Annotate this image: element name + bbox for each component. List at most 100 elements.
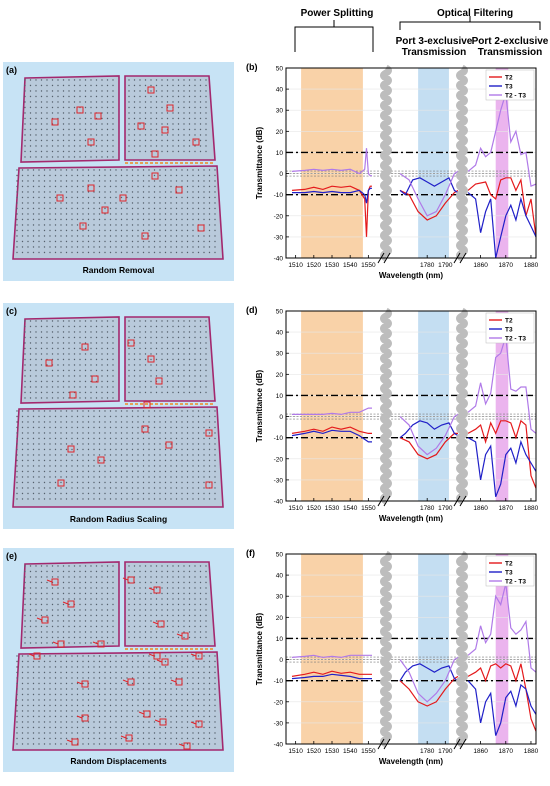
x-axis-label: Wavelength (nm) [379, 271, 443, 280]
series-line [467, 336, 537, 434]
y-tick-label: 0 [279, 657, 283, 664]
caption-c: Random Radius Scaling [69, 514, 168, 524]
power-splitting-band [301, 311, 363, 501]
defect-marker [69, 391, 77, 399]
port2-header: Port 2-exclusive Transmission [470, 36, 550, 58]
y-tick-label: -10 [274, 192, 284, 199]
x-tick-label: 1860 [473, 262, 488, 269]
x-tick-label: 1530 [325, 748, 340, 755]
y-tick-label: 20 [276, 372, 284, 379]
port3-band [418, 554, 449, 744]
series-line [399, 170, 459, 217]
displacement-arrow [120, 735, 127, 739]
y-tick-label: 50 [276, 66, 284, 73]
legend-label: T2 [505, 561, 513, 568]
legend-label: T2 - T3 [505, 579, 526, 586]
defect-marker [192, 138, 200, 146]
hole-lattice [16, 655, 216, 745]
x-tick-label: 1860 [473, 748, 488, 755]
port2-line1: Port 2-exclusive [471, 36, 549, 47]
legend-label: T2 - T3 [505, 336, 526, 343]
y-tick-label: -40 [274, 499, 284, 506]
hole-lattice [128, 565, 207, 639]
hole-lattice [16, 169, 216, 254]
displacement-arrow [154, 719, 161, 723]
series-line [399, 656, 459, 703]
x-tick-label: 1870 [499, 505, 514, 512]
y-tick-label: 10 [276, 636, 284, 643]
defect-marker [87, 184, 95, 192]
displacement-arrow [28, 653, 35, 657]
series-line [467, 437, 537, 498]
displacement-arrow [156, 659, 163, 663]
y-tick-label: 40 [276, 330, 284, 337]
defect-marker [127, 339, 135, 347]
displacement-arrow [148, 653, 155, 657]
defect-marker [97, 456, 105, 464]
plot-frame [285, 553, 537, 745]
defect-marker [127, 576, 135, 584]
x-tick-label: 1550 [361, 748, 376, 755]
crystal-slab [12, 406, 224, 508]
panel-label-a: (a) [6, 65, 17, 75]
series-line [399, 176, 459, 196]
axis-break-1 [380, 550, 392, 748]
panel-label-e: (e) [6, 551, 17, 561]
displacement-arrow [52, 641, 59, 645]
defect-marker [67, 445, 75, 453]
y-axis-label: Transmittance (dB) [255, 126, 264, 199]
defect-marker [205, 429, 213, 437]
x-tick-label: 1510 [288, 505, 303, 512]
y-tick-label: -40 [274, 256, 284, 263]
defect-marker [197, 224, 205, 232]
x-tick-label: 1550 [361, 505, 376, 512]
x-tick-label: 1540 [343, 748, 358, 755]
left-panel-e: (e) Random Displacements [3, 548, 234, 772]
crystal-slab [20, 561, 120, 649]
legend: T2 T3 T2 - T3 [485, 312, 535, 344]
displacement-arrow [46, 579, 53, 583]
panel-label-b: (b) [246, 62, 258, 72]
crystal-slab [12, 651, 224, 751]
y-tick-label: 20 [276, 615, 284, 622]
series-line [399, 663, 459, 682]
series-line [292, 187, 372, 204]
x-tick-label: 1790 [438, 505, 453, 512]
photonic-crystal-e [12, 561, 224, 751]
legend-label: T3 [505, 570, 513, 577]
axis-break-2 [456, 307, 468, 505]
x-tick-label: 1510 [288, 748, 303, 755]
x-tick-label: 1880 [524, 262, 539, 269]
defect-marker [94, 112, 102, 120]
left-panel-a: (a) Random Removal [3, 62, 234, 281]
defect-marker [161, 126, 169, 134]
defect-marker [151, 150, 159, 158]
defect-marker [57, 479, 65, 487]
x-tick-label: 1540 [343, 505, 358, 512]
displacement-arrow [122, 679, 129, 683]
x-tick-label: 1860 [473, 505, 488, 512]
y-tick-label: -30 [274, 477, 284, 484]
x-tick-label: 1780 [420, 262, 435, 269]
x-tick-label: 1790 [438, 262, 453, 269]
series-line [291, 429, 372, 443]
y-tick-label: 10 [276, 393, 284, 400]
y-tick-label: 40 [276, 573, 284, 580]
defect-marker [141, 232, 149, 240]
y-tick-label: -20 [274, 699, 284, 706]
y-tick-label: 10 [276, 150, 284, 157]
defect-marker [119, 194, 127, 202]
defect-marker [147, 355, 155, 363]
displacement-arrow [176, 633, 183, 637]
header-brackets [294, 16, 541, 52]
axis-break-2 [456, 550, 468, 748]
series-line [399, 420, 459, 439]
series-line [399, 432, 458, 460]
defect-marker [205, 481, 213, 489]
x-tick-label: 1550 [361, 262, 376, 269]
hole-lattice [24, 565, 114, 644]
x-tick-label: 1870 [499, 262, 514, 269]
legend: T2 T3 T2 - T3 [485, 69, 535, 101]
